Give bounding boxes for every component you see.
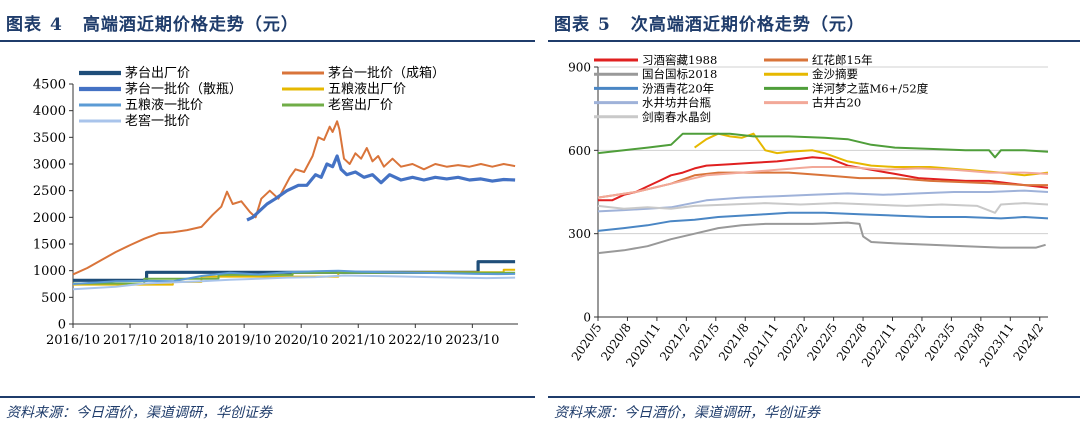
legend-label-0: 茅台出厂价 bbox=[125, 66, 190, 81]
series-line-1 bbox=[72, 120, 516, 276]
figure-4: 图表 4 高端酒近期价格走势（元） 0 500 1000 1500 2000 2500 3000… bbox=[0, 0, 535, 433]
series-line-4 bbox=[597, 211, 1049, 232]
series-line-5 bbox=[72, 269, 516, 285]
y-tick-label: 0 bbox=[583, 311, 591, 325]
figure-5-number: 5 bbox=[598, 15, 611, 35]
series-line-2 bbox=[246, 154, 516, 222]
figure-5-top-rule bbox=[548, 40, 1080, 42]
legend-label-1: 红花郎15年 bbox=[812, 53, 873, 67]
x-tick-label: 2024/2 bbox=[1011, 321, 1047, 364]
x-tick-label: 2018/10 bbox=[160, 333, 214, 348]
y-tick-label: 2000 bbox=[33, 211, 66, 226]
series-group bbox=[597, 132, 1049, 255]
figure-4-label: 图表 bbox=[6, 15, 42, 35]
legend-label-5: 五粮液一批价 bbox=[125, 98, 203, 113]
y-tick-label: 0 bbox=[58, 318, 66, 333]
legend-label-3: 金沙摘要 bbox=[812, 67, 858, 81]
x-tick-label: 2020/10 bbox=[274, 333, 328, 348]
y-tick-label: 2500 bbox=[33, 184, 66, 199]
figure-5-bottom-rule bbox=[548, 396, 1080, 398]
legend-label-3: 五粮液出厂价 bbox=[328, 82, 406, 97]
series-line-7 bbox=[597, 166, 1049, 199]
figure-5-label: 图表 bbox=[554, 15, 590, 35]
x-tick-label: 2019/10 bbox=[217, 333, 271, 348]
y-tick-label: 3500 bbox=[33, 131, 66, 146]
x-tick-label: 2022/10 bbox=[388, 333, 442, 348]
legend-label-4: 老窖出厂价 bbox=[328, 97, 393, 113]
legend-label-2: 茅台一批价（散瓶） bbox=[125, 82, 242, 97]
legend-label-1: 茅台一批价（成箱） bbox=[328, 65, 445, 81]
series-line-6 bbox=[72, 274, 516, 291]
figure-5-title: 图表 5 次高端酒近期价格走势（元） bbox=[554, 10, 865, 35]
figure-4-number: 4 bbox=[50, 15, 63, 35]
figure-4-source: 资料来源：今日酒价，渠道调研，华创证券 bbox=[6, 405, 272, 421]
y-tick-label: 500 bbox=[41, 291, 66, 306]
x-tick-label: 2021/10 bbox=[331, 333, 385, 348]
y-tick-label: 1500 bbox=[33, 238, 66, 253]
series-line-5 bbox=[597, 132, 1049, 159]
legend-label-0: 习酒窖藏1988 bbox=[642, 53, 717, 67]
legend-label-7: 古井古20 bbox=[812, 96, 861, 110]
y-tick-label: 1000 bbox=[33, 264, 66, 279]
figure-5-source: 资料来源：今日酒价，渠道调研，华创证券 bbox=[554, 405, 820, 421]
legend-label-5: 洋河梦之蓝M6+/52度 bbox=[812, 81, 929, 95]
figure-4-bottom-rule bbox=[0, 396, 535, 398]
chart-sub-high-end-baijiu: 03006009002020/52020/82020/112021/22021/… bbox=[568, 53, 1049, 370]
figure-4-caption: 高端酒近期价格走势（元） bbox=[82, 15, 299, 35]
y-tick-label: 4000 bbox=[33, 104, 66, 119]
y-tick-label: 3000 bbox=[33, 158, 66, 173]
y-tick-label: 900 bbox=[568, 61, 591, 75]
series-group bbox=[72, 120, 516, 291]
x-tick-label: 2023/10 bbox=[445, 333, 499, 348]
series-line-8 bbox=[597, 202, 1049, 214]
x-tick-label: 2016/10 bbox=[46, 333, 100, 348]
legend-label-6: 老窖一批价 bbox=[125, 113, 190, 129]
figure-5: 图表 5 次高端酒近期价格走势（元） 0 300 600 900 2020/5 2020/8 2… bbox=[548, 0, 1080, 433]
y-tick-label: 600 bbox=[568, 144, 591, 158]
chart-high-end-baijiu: 0 500 1000 1500 2000 2500 3000 3500 4000 4500 2016… bbox=[33, 65, 518, 348]
figure-4-title: 图表 4 高端酒近期价格走势（元） bbox=[6, 10, 299, 35]
legend-label-6: 水井坊井台瓶 bbox=[642, 96, 711, 110]
y-tick-label: 4500 bbox=[33, 78, 66, 93]
series-line-2 bbox=[597, 221, 1046, 255]
legend-label-2: 国台国标2018 bbox=[642, 67, 717, 81]
figure-4-top-rule bbox=[0, 40, 535, 42]
series-line-0 bbox=[598, 156, 1049, 202]
y-tick-label: 300 bbox=[568, 227, 591, 241]
x-tick-label: 2017/10 bbox=[103, 333, 157, 348]
legend-label-4: 汾酒青花20年 bbox=[642, 81, 714, 95]
figure-5-caption: 次高端酒近期价格走势（元） bbox=[630, 15, 865, 35]
legend-label-8: 剑南春水晶剑 bbox=[642, 110, 711, 124]
